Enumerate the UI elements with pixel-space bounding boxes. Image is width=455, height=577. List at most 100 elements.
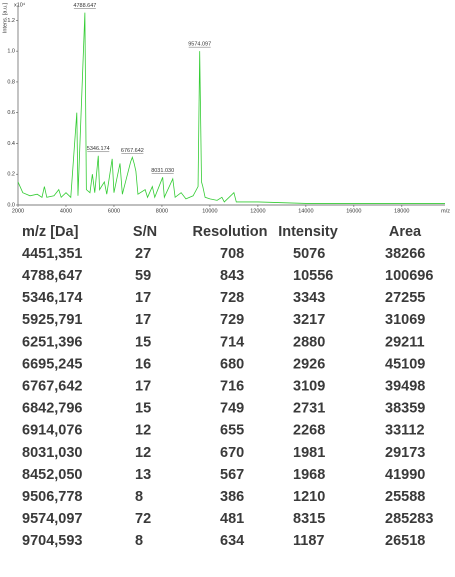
table-cell: 5346,174 [22,290,82,306]
table-cell: 39498 [385,379,425,395]
table-cell: 716 [220,379,244,395]
table-cell: 25588 [385,489,425,505]
table-cell: 45109 [385,356,425,372]
table-cell: 3109 [293,379,325,395]
y-axis-label: Intens. [a.u.] [2,2,8,33]
table-cell: 728 [220,290,244,306]
table-cell: 29211 [385,334,425,350]
table-cell: 749 [220,401,244,417]
table-cell: 15 [135,401,151,417]
y-tick-label: 0.0 [7,202,15,208]
column-header: Area [389,224,422,240]
x-tick-label: 14000 [298,208,313,214]
table-cell: 680 [220,356,244,372]
table-cell: 8315 [293,511,325,527]
table-cell: 72 [135,511,151,527]
table-cell: 670 [220,445,244,461]
table-cell: 1968 [293,467,325,483]
table-cell: 2926 [293,356,325,372]
table-cell: 10556 [293,268,333,284]
peak-label: 6767.642 [121,148,144,154]
table-cell: 2880 [293,334,325,350]
table-cell: 481 [220,511,244,527]
table-cell: 6914,076 [22,423,82,439]
table-cell: 27 [135,246,151,262]
table-cell: 714 [220,334,244,350]
table-cell: 8452,050 [22,467,82,483]
table-cell: 33112 [385,423,425,439]
table-cell: 5076 [293,246,325,262]
table-cell: 843 [220,268,244,284]
table-cell: 6695,245 [22,356,82,372]
table-cell: 41990 [385,467,425,483]
table-cell: 12 [135,423,151,439]
table-cell: 8031,030 [22,445,82,461]
table-cell: 15 [135,334,151,350]
table-cell: 17 [135,312,151,328]
x-tick-label: 8000 [156,208,168,214]
table-cell: 27255 [385,290,425,306]
table-cell: 3217 [293,312,325,328]
table-cell: 567 [220,467,244,483]
table-cell: 1210 [293,489,325,505]
y-tick-label: 1.0 [7,49,15,55]
table-cell: 38359 [385,401,425,417]
x-axis-label: m/z [441,208,450,214]
x-tick-label: 10000 [202,208,217,214]
table-cell: 38266 [385,246,425,262]
peak-label: 8031.030 [151,168,174,174]
table-cell: 386 [220,489,244,505]
table-cell: 4788,647 [22,268,82,284]
table-cell: 17 [135,379,151,395]
table-cell: 1981 [293,445,325,461]
x-tick-label: 2000 [12,208,24,214]
table-cell: 2268 [293,423,325,439]
x-tick-label: 16000 [346,208,361,214]
table-cell: 6767,642 [22,379,82,395]
table-cell: 1187 [293,533,324,549]
table-cell: 655 [220,423,244,439]
table-cell: 3343 [293,290,325,306]
table-cell: 634 [220,533,244,549]
y-tick-label: 0.6 [7,110,15,116]
table-cell: 8 [135,489,143,505]
table-cell: 17 [135,290,151,306]
y-tick-label: 0.4 [7,141,15,147]
table-cell: 6842,796 [22,401,82,417]
table-cell: 31069 [385,312,425,328]
peak-label: 5346.174 [87,146,110,152]
spectrum-line [17,12,445,204]
y-tick-label: 0.2 [7,172,15,178]
table-cell: 6251,396 [22,334,82,350]
column-header: S/N [133,224,157,240]
table-cell: 59 [135,268,151,284]
table-cell: 9704,593 [22,533,82,549]
peak-label: 4788.647 [73,3,96,9]
y-tick-label: 0.8 [7,79,15,85]
column-header: Resolution [193,224,268,240]
table-cell: 285283 [385,511,433,527]
x-tick-label: 18000 [394,208,409,214]
table-cell: 29173 [385,445,425,461]
table-cell: 2731 [293,401,325,417]
x-tick-label: 4000 [60,208,72,214]
table-cell: 9506,778 [22,489,82,505]
table-cell: 5925,791 [22,312,82,328]
y-tick-label: 1.2 [7,18,15,24]
table-cell: 729 [220,312,244,328]
column-header: m/z [Da] [22,224,79,240]
table-cell: 4451,351 [22,246,82,262]
table-cell: 8 [135,533,143,549]
table-cell: 9574,097 [22,511,82,527]
x-tick-label: 6000 [108,208,120,214]
table-cell: 16 [135,356,151,372]
table-cell: 26518 [385,533,425,549]
column-header: Intensity [278,224,338,240]
peak-label: 9574.097 [188,42,211,48]
table-cell: 12 [135,445,151,461]
x-tick-label: 12000 [250,208,265,214]
table-cell: 100696 [385,268,433,284]
table-cell: 708 [220,246,244,262]
